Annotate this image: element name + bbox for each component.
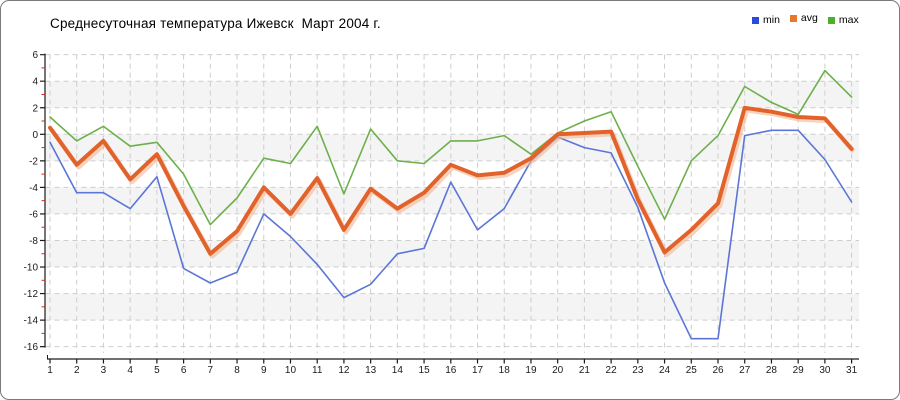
svg-text:2: 2 [32,103,38,114]
svg-text:7: 7 [208,365,214,376]
svg-text:-16: -16 [24,342,39,353]
svg-text:6: 6 [181,365,187,376]
svg-text:21: 21 [579,365,591,376]
svg-text:-12: -12 [24,289,39,300]
svg-text:11: 11 [312,365,323,376]
svg-text:-6: -6 [29,209,38,220]
svg-text:9: 9 [261,365,267,376]
svg-text:0: 0 [32,130,38,141]
svg-text:16: 16 [445,365,457,376]
series-min-line [49,129,853,340]
svg-text:-4: -4 [29,183,38,194]
svg-text:10: 10 [285,365,297,376]
svg-text:6: 6 [32,50,38,61]
series-avg-line [48,105,854,256]
svg-text:5: 5 [154,365,160,376]
legend-item-max[interactable]: max [827,14,859,26]
svg-text:8: 8 [234,365,240,376]
legend: min avg max [752,12,859,26]
svg-text:-2: -2 [29,156,38,167]
svg-text:-8: -8 [29,236,38,247]
plot-bands [45,81,859,321]
svg-text:13: 13 [365,365,377,376]
legend-item-min[interactable]: min [752,14,780,26]
svg-text:3: 3 [101,365,107,376]
svg-text:26: 26 [712,365,724,376]
svg-text:4: 4 [32,77,38,88]
svg-text:31: 31 [846,365,858,376]
chart-title: Среднесуточная температура Ижевск Март 2… [50,16,381,31]
svg-text:1: 1 [47,365,53,376]
svg-text:2: 2 [74,365,80,376]
legend-avg-label: avg [800,12,818,24]
min-swatch-icon [752,16,759,24]
svg-text:14: 14 [392,365,404,376]
svg-text:29: 29 [793,365,805,376]
svg-text:-14: -14 [24,316,39,327]
svg-text:19: 19 [525,365,537,376]
svg-text:-10: -10 [24,263,39,274]
series-max-line [49,69,853,226]
y-axis: 6 4 2 0 -2 -4 -6 -8 -10 -12 -14 -16 [24,50,46,353]
svg-text:22: 22 [606,365,618,376]
svg-text:27: 27 [739,365,751,376]
svg-text:20: 20 [552,365,564,376]
svg-text:28: 28 [766,365,778,376]
svg-text:15: 15 [419,365,431,376]
legend-item-avg[interactable]: avg [789,12,818,24]
svg-text:25: 25 [686,365,698,376]
svg-text:24: 24 [659,365,671,376]
grid-lines [45,54,859,353]
avg-swatch-icon [789,14,797,22]
svg-text:18: 18 [499,365,511,376]
legend-min-label: min [763,14,780,26]
svg-text:23: 23 [632,365,644,376]
svg-text:30: 30 [819,365,831,376]
svg-text:17: 17 [472,365,484,376]
max-swatch-icon [827,16,835,24]
x-axis: 1 2 3 4 5 6 7 8 9 10 11 12 13 14 15 16 17 18 19 20 21 22 23 24 2… [47,355,859,376]
svg-text:4: 4 [127,365,133,376]
legend-max-label: max [838,14,859,26]
svg-text:12: 12 [338,365,350,376]
